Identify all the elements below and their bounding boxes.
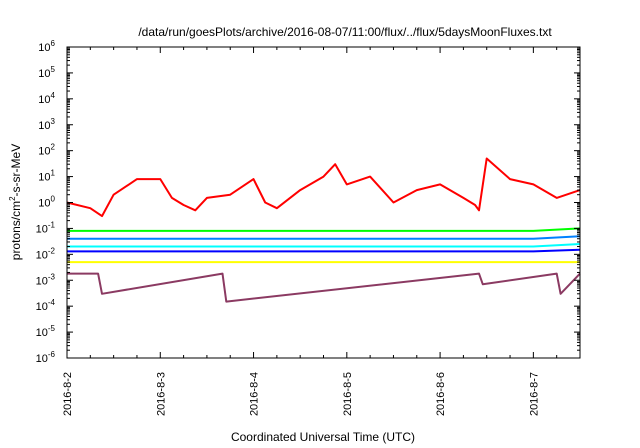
y-tick-label: 10-2 [36, 246, 56, 261]
series-line-4 [67, 243, 581, 248]
series-line-2 [67, 227, 581, 232]
chart-title: /data/run/goesPlots/archive/2016-08-07/1… [138, 25, 552, 39]
x-tick-label: 2016-8-3 [155, 372, 167, 416]
y-tick-label: 10-5 [36, 324, 56, 339]
y-tick-label: 101 [38, 169, 55, 184]
x-axis: 2016-8-2 2016-8-3 2016-8-4 2016-8-5 2016-8-6… [62, 47, 581, 416]
x-tick-label: 2016-8-4 [249, 372, 261, 416]
y-tick-label: 10-1 [36, 220, 56, 235]
x-tick-label: 2016-8-7 [528, 372, 540, 416]
y-tick-label: 106 [38, 39, 55, 54]
y-tick-label: 10-6 [36, 350, 56, 365]
y-tick-label: 104 [38, 91, 55, 106]
y-tick-label: 105 [38, 65, 55, 80]
y-tick-label: 100 [38, 195, 55, 210]
x-tick-label: 2016-8-5 [342, 372, 354, 416]
y-tick-label: 102 [38, 143, 55, 158]
series-line-5 [67, 248, 581, 253]
x-tick-label: 2016-8-2 [62, 372, 74, 416]
y-tick-label: 10-3 [36, 272, 56, 287]
series-layer [66, 157, 581, 303]
y-tick-label: 10-4 [36, 298, 56, 313]
x-tick-label: 2016-8-6 [435, 372, 447, 416]
y-axis-label: protons/cm2-s-sr-MeV [8, 144, 23, 260]
x-axis-label: Coordinated Universal Time (UTC) [231, 430, 415, 444]
series-line-7 [67, 272, 581, 303]
y-axis: 10-6 10-5 10-4 10-3 10-2 10-1 100 101 102 103 104 1… [36, 39, 580, 365]
series-line-1 [66, 157, 581, 218]
series-line-3 [67, 235, 581, 240]
y-tick-label: 103 [38, 117, 55, 132]
plot-frame [66, 46, 581, 359]
